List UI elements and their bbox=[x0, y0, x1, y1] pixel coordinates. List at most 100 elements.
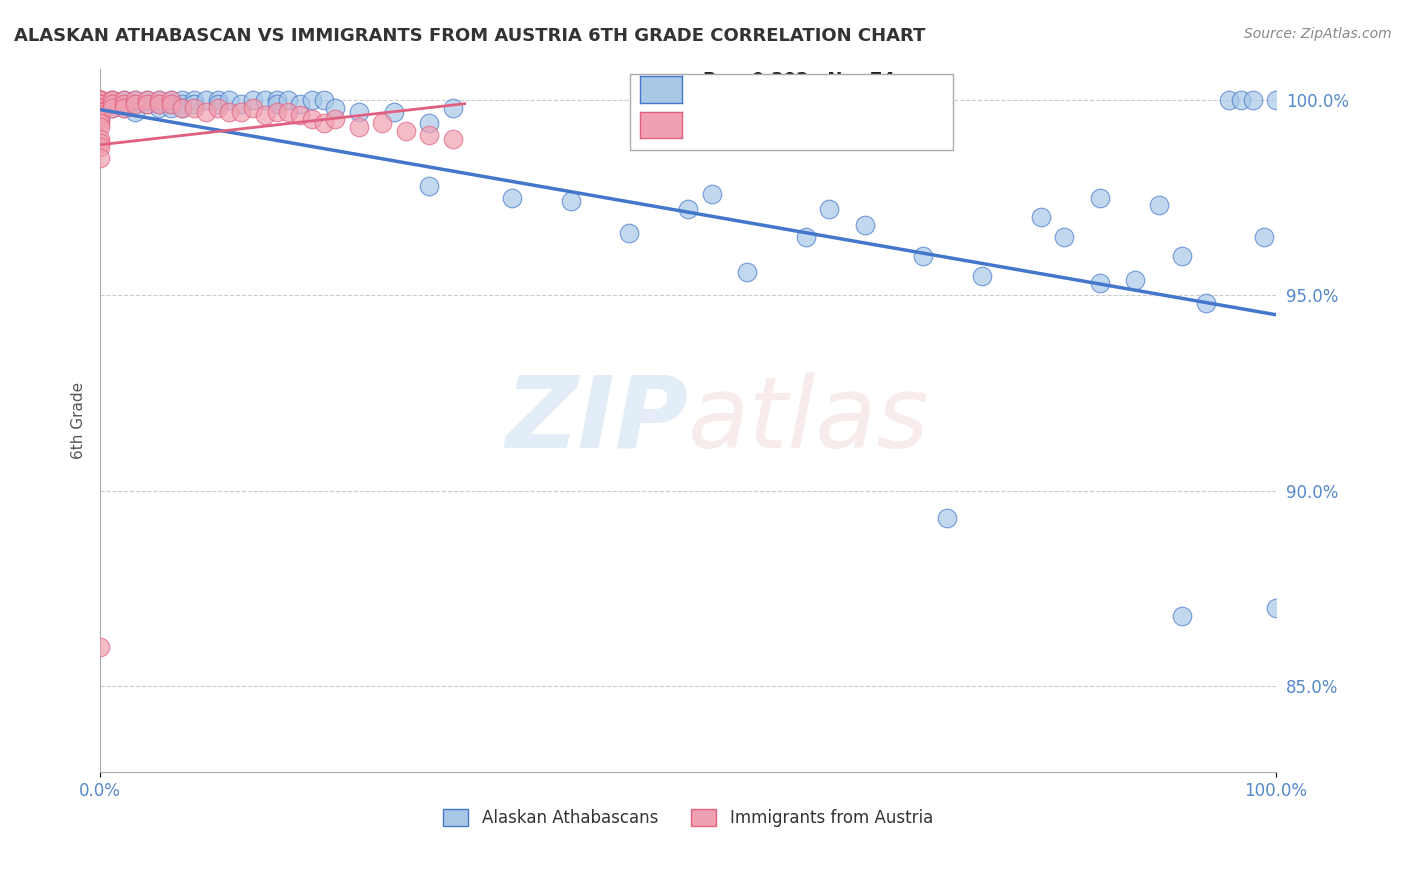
Point bbox=[231, 104, 253, 119]
Point bbox=[101, 93, 124, 107]
Point bbox=[136, 96, 159, 111]
Point bbox=[101, 93, 124, 107]
Point bbox=[101, 101, 124, 115]
Point bbox=[89, 93, 111, 107]
Point bbox=[194, 104, 217, 119]
Point bbox=[159, 101, 181, 115]
Point bbox=[172, 101, 194, 115]
Point bbox=[501, 190, 523, 204]
Point bbox=[101, 96, 124, 111]
Point bbox=[418, 128, 440, 142]
Point bbox=[1123, 272, 1146, 286]
Point bbox=[1265, 93, 1288, 107]
Point bbox=[89, 108, 111, 122]
Point bbox=[112, 93, 135, 107]
Point bbox=[101, 96, 124, 111]
Point bbox=[148, 93, 170, 107]
Point bbox=[1253, 229, 1275, 244]
Point bbox=[277, 93, 299, 107]
Point bbox=[183, 96, 205, 111]
Point bbox=[1230, 93, 1253, 107]
Point bbox=[89, 101, 111, 115]
Point bbox=[89, 96, 111, 111]
Point bbox=[700, 186, 723, 201]
Point bbox=[112, 93, 135, 107]
Point bbox=[347, 120, 370, 135]
Point bbox=[124, 104, 146, 119]
Point bbox=[253, 93, 276, 107]
Point bbox=[560, 194, 582, 209]
Point bbox=[794, 229, 817, 244]
Point bbox=[89, 93, 111, 107]
Point bbox=[676, 202, 699, 217]
Point bbox=[253, 108, 276, 122]
Point bbox=[89, 104, 111, 119]
Point bbox=[124, 93, 146, 107]
Point bbox=[159, 93, 181, 107]
Point bbox=[277, 104, 299, 119]
Point bbox=[124, 96, 146, 111]
Point bbox=[312, 116, 335, 130]
Point bbox=[89, 136, 111, 150]
Point bbox=[89, 101, 111, 115]
Point bbox=[1088, 190, 1111, 204]
Point bbox=[183, 101, 205, 115]
Point bbox=[89, 108, 111, 122]
Point bbox=[148, 96, 170, 111]
Point bbox=[148, 101, 170, 115]
Point bbox=[101, 93, 124, 107]
Point bbox=[323, 112, 346, 127]
Point bbox=[89, 93, 111, 107]
Point bbox=[1241, 93, 1264, 107]
Point bbox=[89, 101, 111, 115]
Text: ZIP: ZIP bbox=[505, 372, 688, 469]
Point bbox=[112, 96, 135, 111]
Point bbox=[194, 93, 217, 107]
Text: R =  0.350   N = 59: R = 0.350 N = 59 bbox=[703, 107, 894, 125]
Point bbox=[89, 96, 111, 111]
Point bbox=[323, 101, 346, 115]
Point bbox=[1171, 249, 1194, 263]
Point bbox=[1218, 93, 1240, 107]
Point bbox=[1088, 277, 1111, 291]
Point bbox=[159, 96, 181, 111]
Point bbox=[231, 96, 253, 111]
Point bbox=[89, 132, 111, 146]
Text: ALASKAN ATHABASCAN VS IMMIGRANTS FROM AUSTRIA 6TH GRADE CORRELATION CHART: ALASKAN ATHABASCAN VS IMMIGRANTS FROM AU… bbox=[14, 27, 925, 45]
Point bbox=[1147, 198, 1170, 212]
Text: Source: ZipAtlas.com: Source: ZipAtlas.com bbox=[1244, 27, 1392, 41]
Point bbox=[89, 112, 111, 127]
Legend: Alaskan Athabascans, Immigrants from Austria: Alaskan Athabascans, Immigrants from Aus… bbox=[437, 803, 939, 834]
Point bbox=[1053, 229, 1076, 244]
Point bbox=[288, 108, 311, 122]
Point bbox=[89, 93, 111, 107]
Point bbox=[347, 104, 370, 119]
Point bbox=[159, 96, 181, 111]
Point bbox=[89, 96, 111, 111]
Point bbox=[89, 101, 111, 115]
Point bbox=[207, 101, 229, 115]
Text: R = -0.302   N = 74: R = -0.302 N = 74 bbox=[703, 71, 894, 89]
Point bbox=[266, 93, 288, 107]
Point bbox=[89, 93, 111, 107]
Point bbox=[207, 96, 229, 111]
Point bbox=[124, 96, 146, 111]
Point bbox=[112, 96, 135, 111]
Point bbox=[441, 101, 464, 115]
Point bbox=[853, 218, 876, 232]
Point bbox=[89, 104, 111, 119]
Point bbox=[124, 93, 146, 107]
Point bbox=[218, 104, 240, 119]
Point bbox=[148, 96, 170, 111]
Point bbox=[312, 93, 335, 107]
Point bbox=[395, 124, 418, 138]
Point bbox=[136, 96, 159, 111]
Point bbox=[172, 96, 194, 111]
Point bbox=[1171, 608, 1194, 623]
Point bbox=[183, 93, 205, 107]
Point bbox=[89, 93, 111, 107]
Point bbox=[136, 93, 159, 107]
Point bbox=[172, 93, 194, 107]
Text: atlas: atlas bbox=[688, 372, 929, 469]
Point bbox=[735, 265, 758, 279]
